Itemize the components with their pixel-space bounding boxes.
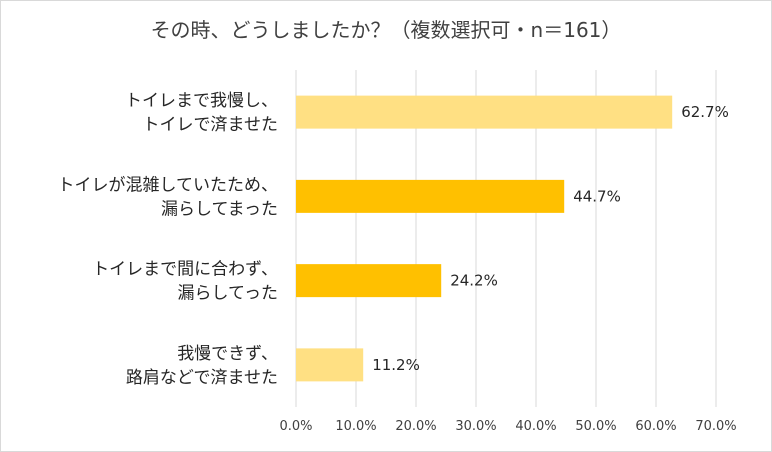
x-tick-label: 0.0% — [279, 419, 312, 434]
chart-title: その時、どうしましたか？（複数選択可・n＝161） — [150, 18, 622, 42]
bar — [296, 95, 673, 129]
x-tick-label: 60.0% — [635, 419, 676, 434]
x-tick-label: 30.0% — [455, 419, 496, 434]
data-label: 11.2% — [372, 356, 420, 374]
category-label: 我慢できず、路肩などで済ませた — [126, 343, 278, 388]
bar — [296, 348, 364, 382]
x-tick-label: 10.0% — [335, 419, 376, 434]
category-label: トイレまで間に合わず、漏らしてった — [92, 260, 278, 304]
category-label: トイレが混雑していたため、漏らしてまった — [58, 175, 279, 219]
category-label: トイレまで我慢し、トイレで済ませた — [125, 90, 278, 135]
data-label: 44.7% — [573, 187, 621, 205]
bar — [296, 179, 565, 213]
x-tick-label: 20.0% — [395, 419, 436, 434]
data-label: 24.2% — [450, 272, 498, 290]
bar — [296, 264, 442, 298]
x-tick-label: 70.0% — [695, 419, 736, 434]
data-label: 62.7% — [681, 103, 729, 121]
x-tick-label: 50.0% — [575, 419, 616, 434]
x-tick-label: 40.0% — [515, 419, 556, 434]
